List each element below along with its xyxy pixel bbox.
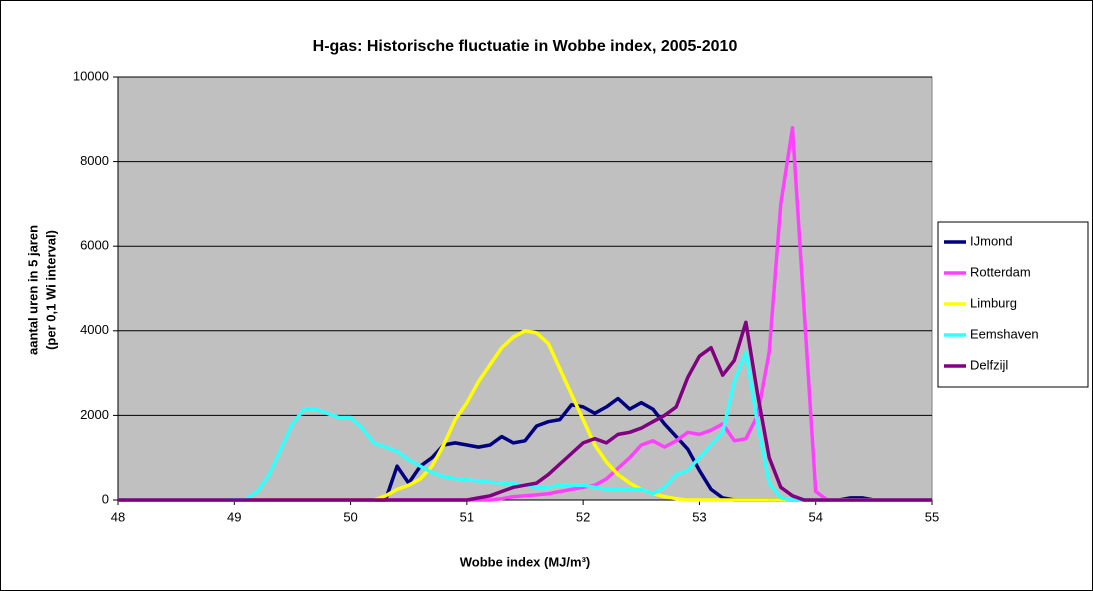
x-tick-label: 55	[925, 509, 939, 524]
legend-label: Rotterdam	[970, 264, 1031, 279]
plot-area	[117, 76, 933, 501]
x-axis-label: Wobbe index (MJ/m³)	[460, 554, 590, 569]
x-tick-label: 54	[808, 509, 822, 524]
y-tick-label: 8000	[80, 153, 109, 168]
x-tick-label: 49	[227, 509, 241, 524]
legend-label: Eemshaven	[970, 326, 1039, 341]
x-tick-label: 52	[576, 509, 590, 524]
chart-title: H-gas: Historische fluctuatie in Wobbe i…	[313, 38, 738, 55]
x-tick-label: 50	[343, 509, 357, 524]
legend-label: Limburg	[970, 295, 1017, 310]
x-tick-label: 51	[460, 509, 474, 524]
x-tick-label: 48	[111, 509, 125, 524]
series-line	[118, 320, 932, 502]
y-axis-label: (per 0,1 Wi interval)	[43, 230, 58, 350]
x-tick-label: 53	[692, 509, 706, 524]
y-tick-label: 6000	[80, 238, 109, 253]
y-tick-label: 0	[102, 491, 109, 506]
legend-label: IJmond	[970, 233, 1013, 248]
y-axis-label: aantal uren in 5 jaren	[25, 225, 40, 355]
y-tick-label: 4000	[80, 322, 109, 337]
legend-label: Delfzijl	[970, 357, 1008, 372]
y-tick-label: 2000	[80, 407, 109, 422]
y-tick-label: 10000	[73, 68, 109, 83]
